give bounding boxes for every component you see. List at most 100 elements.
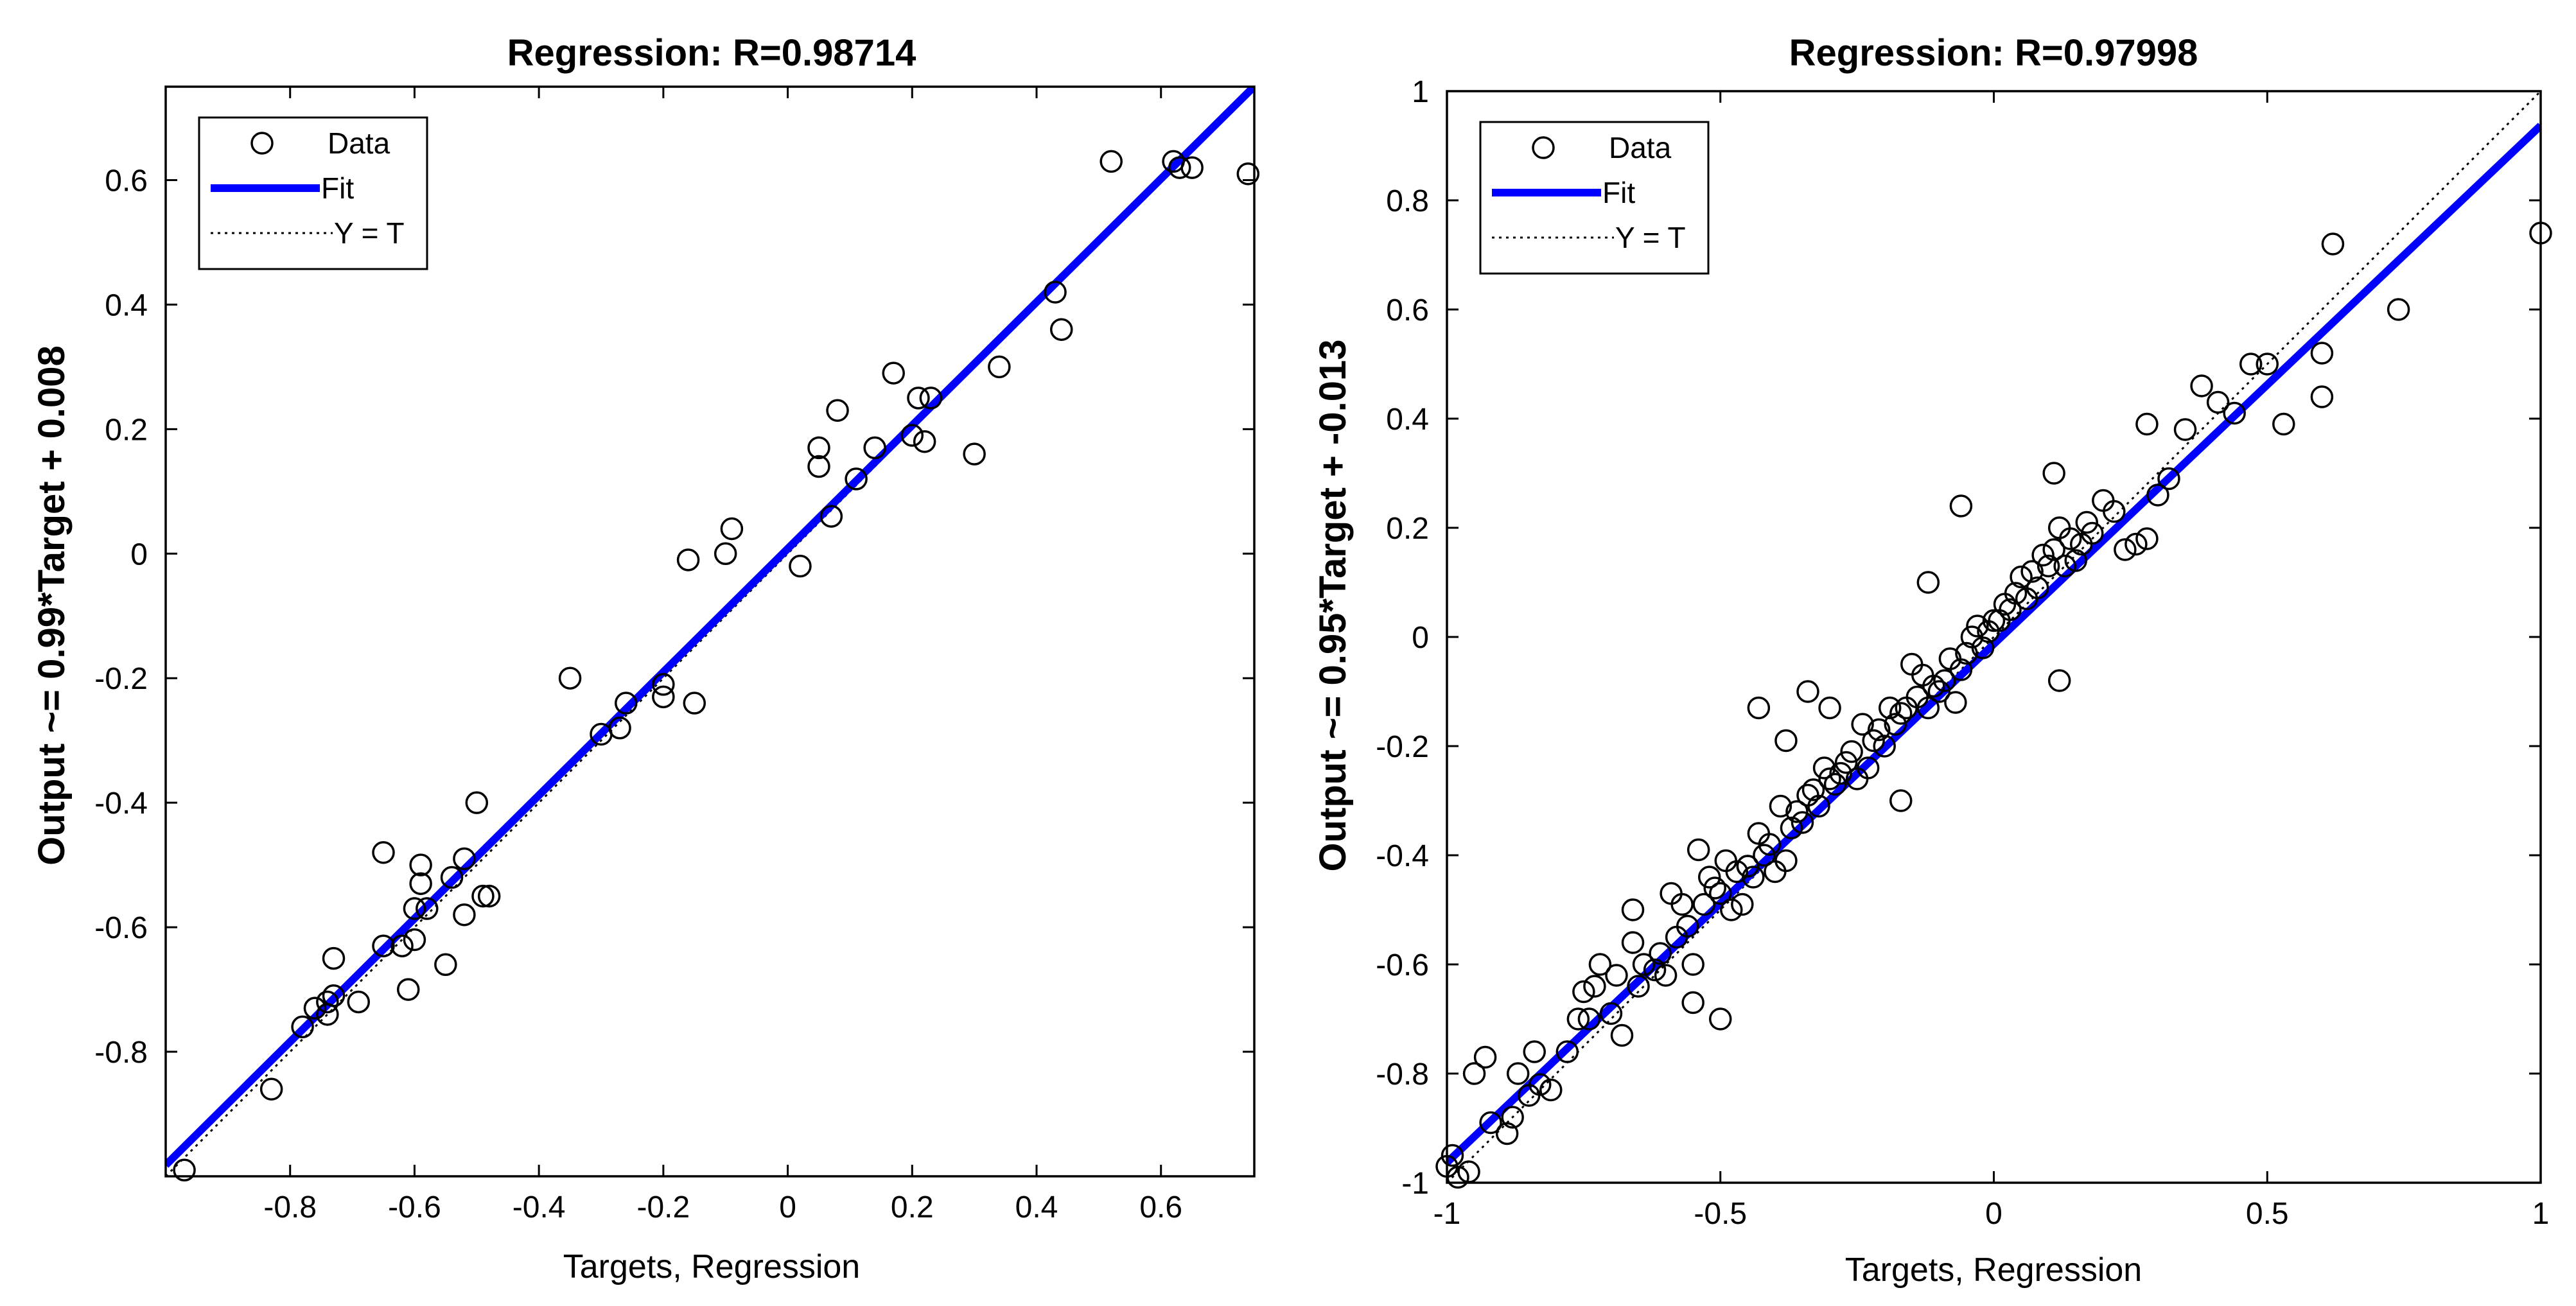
data-point xyxy=(453,903,476,927)
data-point xyxy=(1697,866,1721,889)
data-point xyxy=(1049,318,1073,341)
x-axis-label: Targets, Regression xyxy=(1845,1251,2142,1289)
y-tick-label: -0.6 xyxy=(94,911,148,945)
data-point xyxy=(1709,882,1732,905)
data-point xyxy=(1927,680,1951,703)
data-point xyxy=(1681,991,1704,1014)
data-point xyxy=(173,1158,196,1182)
data-point xyxy=(2064,549,2087,572)
data-point xyxy=(2031,543,2055,567)
data-point xyxy=(558,666,582,690)
legend: Data Fit Y = T xyxy=(198,116,428,270)
data-point xyxy=(1731,892,1754,916)
data-point xyxy=(1785,800,1809,823)
data-point xyxy=(1922,674,1945,698)
y-tick-label: 0.6 xyxy=(1386,293,1429,327)
data-point xyxy=(1747,696,1771,720)
legend-marker-data xyxy=(250,132,274,155)
data-point xyxy=(1555,1040,1579,1063)
data-point xyxy=(1916,696,1940,720)
data-point xyxy=(372,934,395,957)
data-point xyxy=(434,953,457,977)
data-point xyxy=(440,866,464,889)
plot-area: -0.8 -0.6 -0.4 -0.2 0 0.2 0.4 0.6 -0.8 -0.6 -0.4 -0… xyxy=(94,85,1260,1224)
data-point xyxy=(988,355,1011,379)
data-point xyxy=(1780,816,1803,840)
data-point xyxy=(2135,412,2159,436)
data-point xyxy=(652,673,675,696)
data-point xyxy=(1599,1002,1623,1025)
data-point xyxy=(1862,729,1885,753)
axes-frame xyxy=(1446,90,2542,1184)
data-point xyxy=(2042,462,2065,485)
data-point xyxy=(826,399,849,422)
data-point xyxy=(1670,892,1694,916)
data-point xyxy=(1506,1062,1530,1085)
data-point xyxy=(652,685,675,709)
x-tick-label: 0.4 xyxy=(1015,1190,1058,1224)
x-tick-label: -0.5 xyxy=(1694,1197,1747,1231)
data-point xyxy=(789,554,812,578)
legend-label: Y = T xyxy=(1615,221,1686,254)
data-point xyxy=(1236,162,1260,186)
data-point xyxy=(1572,980,1595,1004)
data-point xyxy=(845,467,868,491)
data-point xyxy=(1801,778,1825,801)
data-point xyxy=(2103,500,2126,523)
data-point xyxy=(676,548,700,571)
data-point xyxy=(2020,560,2044,583)
data-point xyxy=(1583,975,1606,998)
legend-label: Fit xyxy=(1602,176,1635,209)
data-point xyxy=(1654,964,1678,987)
y-tick-label: -0.6 xyxy=(1376,948,1429,982)
x-tick-label: -0.2 xyxy=(636,1190,690,1224)
y-tick-label: -0.4 xyxy=(94,787,148,821)
data-point xyxy=(1829,762,1852,785)
data-point xyxy=(1044,281,1067,304)
data-point xyxy=(2037,554,2060,578)
y-tick-label: -0.2 xyxy=(1376,730,1429,764)
data-point xyxy=(2321,232,2345,256)
data-point xyxy=(2239,353,2263,376)
data-point xyxy=(1588,953,1612,976)
x-tick-label: -1 xyxy=(1433,1197,1461,1231)
data-point xyxy=(1774,849,1798,873)
data-point xyxy=(1878,696,1902,720)
data-point xyxy=(291,1015,314,1039)
data-point xyxy=(1791,811,1814,834)
data-point xyxy=(919,387,943,410)
data-point xyxy=(1999,598,2022,622)
x-tick-label: 0.6 xyxy=(1139,1190,1182,1224)
data-point xyxy=(1916,571,1940,594)
data-point xyxy=(1627,975,1650,998)
y-tick-label: 0.2 xyxy=(105,413,148,447)
data-point xyxy=(2387,298,2410,321)
data-point xyxy=(2047,669,2071,692)
data-point xyxy=(2053,554,2076,578)
data-point xyxy=(1867,718,1891,742)
data-point xyxy=(1949,494,1973,518)
data-point xyxy=(259,1077,283,1101)
x-tick-label: 1 xyxy=(2532,1197,2550,1231)
data-point xyxy=(819,505,843,528)
data-point xyxy=(2081,521,2104,545)
y-tick-label: 0.4 xyxy=(105,288,148,322)
data-point xyxy=(1703,876,1726,900)
data-point xyxy=(900,424,924,447)
data-point xyxy=(720,517,744,541)
data-point xyxy=(807,436,830,460)
data-point xyxy=(2272,412,2295,436)
data-point xyxy=(2075,510,2099,534)
data-point xyxy=(2114,538,2137,561)
data-point xyxy=(1709,1007,1732,1031)
data-point xyxy=(390,934,414,957)
data-point xyxy=(1441,1144,1464,1167)
plot-area: -1 -0.5 0 0.5 1 -1 -0.8 -0.6 -0.4 -0.2 0 0.2 0.4 0.6 0… xyxy=(1376,75,2552,1231)
data-point xyxy=(714,542,737,566)
data-point xyxy=(963,442,986,466)
y-tick-label: 0.4 xyxy=(1386,403,1429,437)
data-point xyxy=(683,692,706,715)
data-point xyxy=(2223,401,2246,425)
data-point xyxy=(2310,342,2334,365)
